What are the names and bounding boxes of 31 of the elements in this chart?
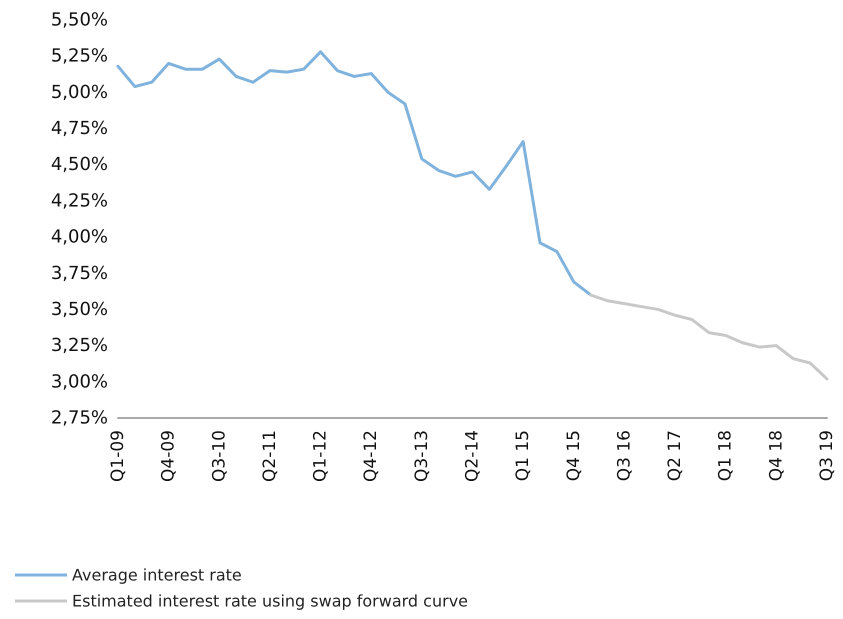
y-tick-label: 4,75% [50,118,108,140]
y-tick-label: 5,25% [50,46,108,67]
y-tick-label: 5,00% [50,82,108,103]
x-tick-label: Q4 18 [766,430,786,482]
x-tick-label: Q3-10 [209,430,230,482]
x-tick-label: Q3-13 [412,430,432,482]
x-tick-label: Q4 15 [564,430,584,482]
x-tick-label: Q1-09 [108,430,128,482]
y-tick-label: 3,50% [50,298,108,320]
x-tick-label: Q4-12 [361,430,382,482]
x-tick-label: Q1-12 [310,430,331,482]
y-tick-label: 4,50% [50,154,108,176]
x-tick-label: Q1 18 [716,430,736,482]
line-series [589,293,828,380]
legend-label: Estimated interest rate using swap forward curve [72,592,468,610]
y-tick-label: 3,25% [50,335,108,356]
y-tick-label: 4,00% [50,226,108,248]
x-tick-label: Q3 19 [817,430,837,482]
y-tick-label: 4,25% [50,190,108,212]
y-tick-label: 5,50% [50,10,108,30]
x-tick-label: Q2 17 [665,430,686,482]
x-tick-label: Q3 16 [614,430,634,482]
line-series [116,50,592,296]
x-tick-label: Q2-11 [260,430,280,482]
y-tick-label: 3,00% [50,371,108,392]
y-tick-label: 3,75% [50,262,108,284]
legend-label: Average interest rate [72,566,242,584]
x-tick-label: Q2-14 [462,430,482,482]
x-tick-label: Q1 15 [513,430,534,482]
y-tick-label: 2,75% [50,408,108,428]
x-tick-label: Q4-09 [158,430,179,482]
